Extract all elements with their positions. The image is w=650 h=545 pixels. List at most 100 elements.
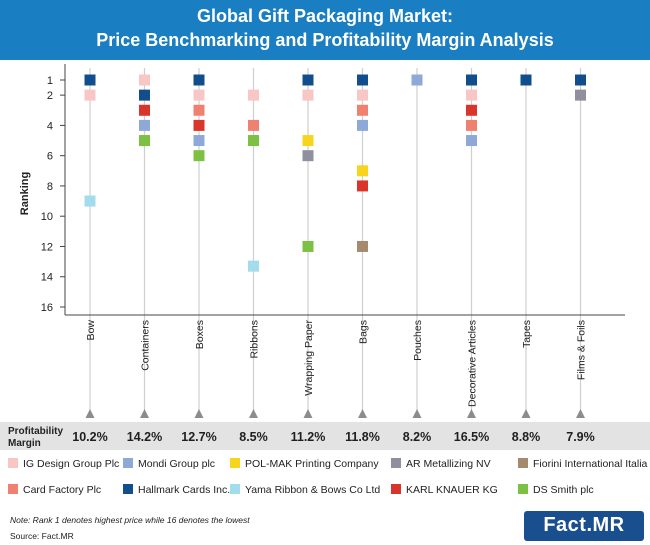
factmr-logo: Fact.MR xyxy=(524,511,644,541)
margin-triangle-films-foils xyxy=(576,409,585,418)
marker-hallmark-cards-inc-decorative-articles xyxy=(466,74,477,86)
margin-triangle-ribbons xyxy=(249,409,258,418)
legend-label-mondi-group-plc: Mondi Group plc xyxy=(138,458,216,470)
y-tick-label-10: 10 xyxy=(41,211,53,223)
marker-card-factory-plc-boxes xyxy=(193,104,205,116)
y-tick-label-12: 12 xyxy=(41,241,53,253)
legend-label-card-factory-plc: Card Factory Plc xyxy=(23,484,102,496)
margin-value-pouches: 8.2% xyxy=(403,430,432,444)
marker-ig-design-group-plc-bags xyxy=(357,89,368,101)
marker-mondi-group-plc-decorative-articles xyxy=(466,135,477,147)
marker-ig-design-group-plc-decorative-articles xyxy=(466,89,477,101)
marker-ds-smith-plc-boxes xyxy=(193,150,205,162)
margin-triangle-boxes xyxy=(194,409,204,418)
marker-ig-design-group-plc-ribbons xyxy=(248,89,259,101)
legend-item-ig-design-group-plc: IG Design Group Plc xyxy=(8,458,119,470)
marker-mondi-group-plc-boxes xyxy=(193,135,205,147)
margin-triangle-decorative-articles xyxy=(467,409,476,418)
legend-item-karl-knauer-kg: KARL KNAUER KG xyxy=(391,484,498,496)
marker-ig-design-group-plc-boxes xyxy=(193,89,205,101)
chart-title-line-1: Global Gift Packaging Market: xyxy=(196,6,454,26)
marker-karl-knauer-kg-decorative-articles xyxy=(466,104,477,116)
margin-value-bags: 11.8% xyxy=(345,430,380,444)
legend-item-mondi-group-plc: Mondi Group plc xyxy=(123,458,215,470)
marker-ig-design-group-plc-bow xyxy=(84,89,96,101)
legend-label-ig-design-group-plc: IG Design Group Plc xyxy=(23,458,120,470)
legend-swatch-pol-mak-printing-company xyxy=(230,458,240,468)
margin-value-ribbons: 8.5% xyxy=(239,430,268,444)
marker-yama-ribbon-bows-co-ltd-ribbons xyxy=(248,260,259,272)
legend-item-ar-metallizing-nv: AR Metallizing NV xyxy=(391,458,491,470)
legend-swatch-karl-knauer-kg xyxy=(391,484,401,494)
legend-swatch-ar-metallizing-nv xyxy=(391,458,401,468)
y-tick-label-1: 1 xyxy=(47,75,53,87)
y-axis-title: Ranking xyxy=(19,172,31,215)
margin-value-films-foils: 7.9% xyxy=(566,430,595,444)
legend-label-hallmark-cards-inc: Hallmark Cards Inc. xyxy=(138,484,231,496)
y-tick-label-8: 8 xyxy=(47,181,53,193)
logo-background xyxy=(524,511,644,541)
legend-label-yama-ribbon-bows-co-ltd: Yama Ribbon & Bows Co Ltd xyxy=(245,484,381,496)
legend-swatch-card-factory-plc xyxy=(8,484,18,494)
legend-label-ar-metallizing-nv: AR Metallizing NV xyxy=(406,458,491,470)
legend-swatch-mondi-group-plc xyxy=(123,458,133,468)
margin-value-tapes: 8.8% xyxy=(512,430,541,444)
legend-swatch-fiorini-international-italia-s-p-a xyxy=(518,458,528,468)
chart-title-line-2: Price Benchmarking and Profitability Mar… xyxy=(96,30,554,50)
margin-triangle-wrapping-paper xyxy=(303,409,313,418)
chart-source: Source: Fact.MR xyxy=(10,531,74,541)
category-label-tapes: Tapes xyxy=(521,320,533,348)
category-label-wrapping-paper: Wrapping Paper xyxy=(303,320,315,396)
marker-card-factory-plc-decorative-articles xyxy=(466,119,477,131)
legend-label-fiorini-international-italia-s-p-a: Fiorini International Italia S.p.a xyxy=(533,458,650,470)
margin-triangle-tapes xyxy=(521,409,531,418)
margin-value-decorative-articles: 16.5% xyxy=(454,430,489,444)
marker-hallmark-cards-inc-tapes xyxy=(520,74,532,86)
margin-label-line-2: Margin xyxy=(8,438,41,449)
category-label-containers: Containers xyxy=(140,320,152,371)
marker-ds-smith-plc-ribbons xyxy=(248,135,259,147)
margin-value-wrapping-paper: 11.2% xyxy=(291,430,326,444)
marker-ig-design-group-plc-wrapping-paper xyxy=(302,89,314,101)
category-label-boxes: Boxes xyxy=(194,320,206,349)
legend-item-card-factory-plc: Card Factory Plc xyxy=(8,484,101,496)
marker-mondi-group-plc-bags xyxy=(357,119,368,131)
margin-value-bow: 10.2% xyxy=(72,430,107,444)
chart-note: Note: Rank 1 denotes highest price while… xyxy=(10,515,250,525)
marker-mondi-group-plc-containers xyxy=(139,119,150,131)
margin-triangle-containers xyxy=(140,409,149,418)
marker-hallmark-cards-inc-containers xyxy=(139,89,150,101)
marker-hallmark-cards-inc-bags xyxy=(357,74,368,86)
marker-hallmark-cards-inc-bow xyxy=(84,74,96,86)
y-tick-label-2: 2 xyxy=(47,90,53,102)
marker-karl-knauer-kg-boxes xyxy=(193,119,205,131)
legend-item-hallmark-cards-inc: Hallmark Cards Inc. xyxy=(123,484,230,496)
category-label-ribbons: Ribbons xyxy=(249,320,261,359)
legend-swatch-hallmark-cards-inc xyxy=(123,484,133,494)
legend-item-pol-mak-printing-company: POL-MAK Printing Company xyxy=(230,458,379,470)
marker-yama-ribbon-bows-co-ltd-bow xyxy=(84,195,96,207)
margin-triangle-pouches xyxy=(412,409,422,418)
marker-karl-knauer-kg-bags xyxy=(357,180,368,192)
margin-value-containers: 14.2% xyxy=(127,430,162,444)
margin-row-background xyxy=(0,422,650,450)
legend-label-ds-smith-plc: DS Smith plc xyxy=(533,484,594,496)
category-label-bags: Bags xyxy=(358,320,370,344)
legend-swatch-yama-ribbon-bows-co-ltd xyxy=(230,484,240,494)
legend-label-pol-mak-printing-company: POL-MAK Printing Company xyxy=(245,458,379,470)
margin-triangle-bags xyxy=(358,409,367,418)
marker-ds-smith-plc-containers xyxy=(139,135,150,147)
marker-mondi-group-plc-pouches xyxy=(411,74,423,86)
y-tick-label-16: 16 xyxy=(41,302,53,314)
marker-hallmark-cards-inc-boxes xyxy=(193,74,205,86)
legend-item-ds-smith-plc: DS Smith plc xyxy=(518,484,594,496)
marker-card-factory-plc-bags xyxy=(357,104,368,116)
title-banner: Global Gift Packaging Market: Price Benc… xyxy=(0,0,650,60)
marker-ar-metallizing-nv-wrapping-paper xyxy=(302,150,314,162)
category-label-pouches: Pouches xyxy=(412,320,424,361)
marker-fiorini-international-italia-s-p-a-bags xyxy=(357,240,368,252)
margin-value-boxes: 12.7% xyxy=(181,430,216,444)
marker-ig-design-group-plc-containers xyxy=(139,74,150,86)
category-label-bow: Bow xyxy=(85,320,97,341)
